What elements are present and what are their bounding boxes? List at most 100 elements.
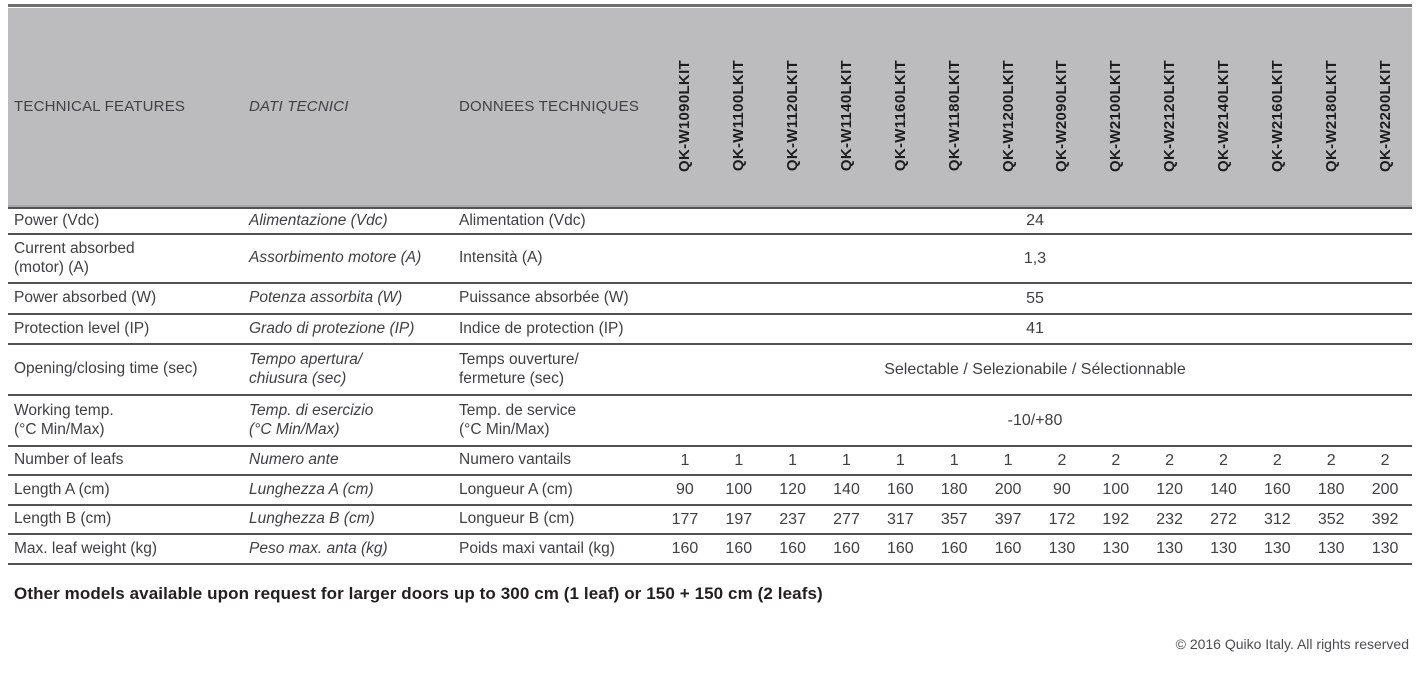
row-label-en: Protection level (IP)	[14, 319, 150, 337]
row-label-fr: Numero vantails	[459, 451, 571, 469]
model-column-header: QK-W2160LKIT	[1250, 8, 1304, 205]
table-row-number-of-leafs: Number of leafs Numero ante Numero vanta…	[8, 445, 1412, 474]
row-label-en: Current absorbed (motor) (A)	[14, 239, 135, 276]
cell-value: 392	[1371, 510, 1399, 528]
row-value: -10/+80	[1007, 411, 1063, 429]
row-label-it: Alimentazione (Vdc)	[249, 211, 388, 229]
row-label-en: Opening/closing time (sec)	[14, 360, 198, 378]
model-column-header: QK-W1120LKIT	[766, 8, 820, 205]
row-label-en: Power absorbed (W)	[14, 289, 157, 307]
table-row-power: Power (Vdc) Alimentazione (Vdc) Alimenta…	[8, 207, 1412, 233]
model-name: QK-W1090LKIT	[676, 59, 694, 172]
cell-value: 2	[1165, 451, 1175, 469]
cell-value: 90	[676, 481, 694, 499]
cell-value: 2	[1057, 451, 1067, 469]
cell-value: 1	[734, 451, 744, 469]
row-label-fr: Temps ouverture/ fermeture (sec)	[459, 350, 579, 387]
copyright-text: © 2016 Quiko Italy. All rights reserved	[1175, 636, 1409, 652]
row-label-fr: Longueur A (cm)	[459, 480, 573, 498]
row-value: 24	[1026, 212, 1044, 230]
cell-value: 2	[1272, 451, 1282, 469]
table-row-protection: Protection level (IP) Grado di protezion…	[8, 313, 1412, 343]
model-column-header: QK-W1090LKIT	[658, 8, 712, 205]
cell-value: 2	[1219, 451, 1228, 469]
row-label-fr: Poids maxi vantail (kg)	[459, 539, 615, 557]
header-technical-features: TECHNICAL FEATURES	[14, 98, 186, 115]
row-label-it: Temp. di esercizio (°C Min/Max)	[249, 401, 374, 438]
row-label-fr: Puissance absorbée (W)	[459, 289, 629, 307]
model-name: QK-W1100LKIT	[730, 59, 748, 172]
cell-value: 160	[1264, 481, 1291, 499]
table-bottom-rule	[8, 563, 1412, 565]
other-models-note: Other models available upon request for …	[14, 584, 823, 603]
model-column-header: QK-W2090LKIT	[1035, 8, 1089, 205]
cell-value: 130	[1264, 540, 1291, 558]
header-dati-tecnici: DATI TECNICI	[249, 98, 349, 115]
table-row-length-b: Length B (cm) Lunghezza B (cm) Longueur …	[8, 504, 1412, 533]
cell-value: 100	[725, 481, 753, 499]
cell-value: 192	[1102, 510, 1130, 528]
cell-value: 90	[1053, 481, 1071, 499]
cell-value: 130	[1317, 540, 1345, 558]
spec-table: TECHNICAL FEATURES DATI TECNICI DONNEES …	[8, 4, 1412, 565]
cell-value: 397	[994, 510, 1022, 528]
table-row-current: Current absorbed (motor) (A) Assorbiment…	[8, 233, 1412, 282]
cell-value: 352	[1317, 510, 1345, 528]
model-column-header: QK-W2180LKIT	[1304, 8, 1358, 205]
table-row-working-temp: Working temp. (°C Min/Max) Temp. di eser…	[8, 394, 1412, 445]
model-column-header: QK-W1100LKIT	[712, 8, 766, 205]
row-label-en: Max. leaf weight (kg)	[14, 539, 157, 557]
table-row-max-leaf-weight: Max. leaf weight (kg) Peso max. anta (kg…	[8, 533, 1412, 563]
cell-value: 1	[842, 451, 851, 469]
table-row-power-absorbed: Power absorbed (W) Potenza assorbita (W)…	[8, 282, 1412, 313]
model-name: QK-W1160LKIT	[891, 59, 909, 172]
row-label-it: Lunghezza A (cm)	[249, 480, 374, 498]
model-name: QK-W1140LKIT	[837, 59, 855, 172]
model-name: QK-W2140LKIT	[1214, 59, 1232, 172]
table-row-length-a: Length A (cm) Lunghezza A (cm) Longueur …	[8, 474, 1412, 504]
model-column-header: QK-W2140LKIT	[1197, 8, 1251, 205]
cell-value: 277	[833, 510, 860, 528]
cell-value: 1	[949, 451, 959, 469]
cell-value: 160	[940, 540, 968, 558]
header-donnees-techniques: DONNEES TECHNIQUES	[459, 98, 640, 115]
row-label-it: Numero ante	[249, 451, 339, 469]
row-value: 1,3	[1023, 249, 1047, 267]
model-name: QK-W2100LKIT	[1107, 59, 1125, 172]
model-column-header: QK-W1140LKIT	[820, 8, 874, 205]
row-label-en: Power (Vdc)	[14, 211, 100, 229]
table-row-opening-time: Opening/closing time (sec) Tempo apertur…	[8, 343, 1412, 394]
model-name: QK-W1200LKIT	[999, 59, 1017, 172]
cell-value: 120	[1156, 481, 1183, 499]
cell-value: 120	[779, 481, 806, 499]
cell-value: 160	[887, 540, 914, 558]
model-name: QK-W1180LKIT	[945, 59, 963, 172]
model-column-header: QK-W1180LKIT	[927, 8, 981, 205]
row-label-en: Number of leafs	[14, 451, 124, 469]
cell-value: 200	[1371, 481, 1399, 499]
cell-value: 130	[1102, 540, 1130, 558]
cell-value: 160	[833, 540, 860, 558]
row-label-fr: Alimentation (Vdc)	[459, 211, 586, 229]
cell-value: 2	[1111, 451, 1121, 469]
model-name: QK-W2180LKIT	[1322, 59, 1340, 172]
cell-value: 317	[887, 510, 914, 528]
row-label-it: Lunghezza B (cm)	[249, 510, 375, 528]
cell-value: 180	[1317, 481, 1345, 499]
model-name: QK-W2120LKIT	[1161, 59, 1179, 172]
row-label-fr: Intensità (A)	[459, 249, 543, 267]
cell-value: 130	[1156, 540, 1183, 558]
cell-value: 130	[1210, 540, 1237, 558]
row-label-fr: Temp. de service (°C Min/Max)	[459, 401, 577, 438]
cell-value: 140	[1210, 481, 1237, 499]
cell-value: 200	[994, 481, 1022, 499]
row-label-it: Grado di protezione (IP)	[249, 319, 415, 337]
cell-value: 232	[1156, 510, 1183, 528]
cell-value: 140	[833, 481, 860, 499]
cell-value: 160	[994, 540, 1022, 558]
model-column-header: QK-W2200LKIT	[1358, 8, 1412, 205]
cell-value: 312	[1264, 510, 1291, 528]
cell-value: 180	[940, 481, 968, 499]
cell-value: 100	[1102, 481, 1130, 499]
